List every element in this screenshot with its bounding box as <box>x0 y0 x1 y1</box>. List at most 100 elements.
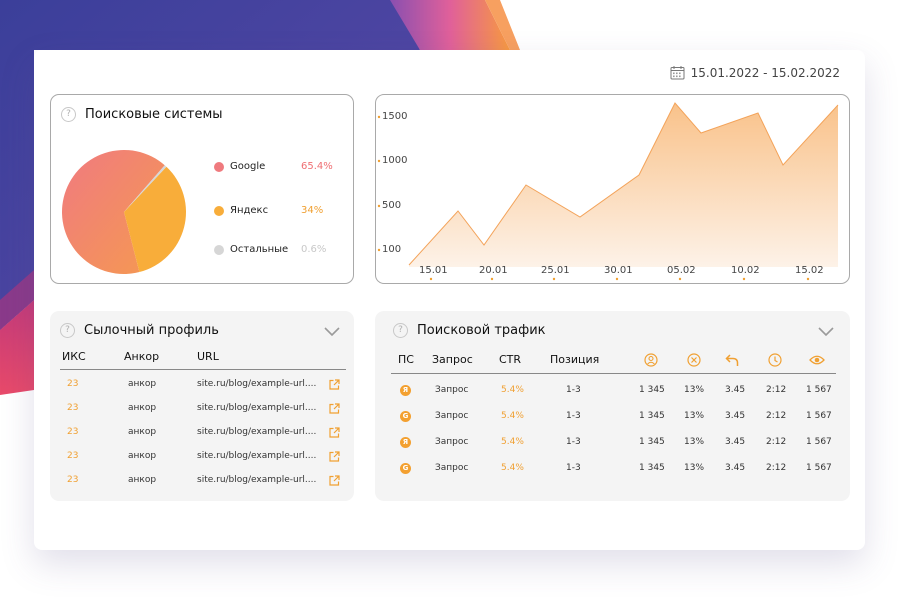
search-engines-pie <box>61 149 187 274</box>
external-link-icon[interactable] <box>329 379 340 390</box>
views-value: 1 567 <box>806 463 832 473</box>
user-icon[interactable] <box>644 353 658 367</box>
query-value: Запрос <box>435 437 469 447</box>
x-tick-label: 30.01 <box>604 265 633 276</box>
yandex-icon: Я <box>400 437 411 448</box>
iks-value: 23 <box>67 379 79 389</box>
chevron-down-icon[interactable] <box>818 327 834 337</box>
x-tick-dot <box>552 277 556 281</box>
help-icon[interactable]: ? <box>393 323 408 338</box>
clock-icon[interactable] <box>768 353 782 367</box>
y-tick-dot <box>377 204 381 208</box>
x-tick-label: 05.02 <box>667 265 696 276</box>
eye-icon[interactable] <box>809 354 825 366</box>
visitors-value: 1 345 <box>639 437 665 447</box>
ctr-value: 5.4% <box>501 385 524 395</box>
search-engines-title-row: ? Поисковые системы <box>61 107 223 122</box>
anchor-value: анкор <box>128 475 157 485</box>
external-link-icon[interactable] <box>329 475 340 486</box>
legend-dot <box>214 244 224 255</box>
column-header[interactable]: URL <box>197 350 219 363</box>
url-value[interactable]: site.ru/blog/example-url.... <box>197 379 317 389</box>
y-tick-label: 1000 <box>382 155 408 166</box>
column-header[interactable]: ИКС <box>62 350 86 363</box>
calendar-icon <box>670 66 685 80</box>
column-header[interactable]: Запрос <box>432 353 473 366</box>
iks-value: 23 <box>67 427 79 437</box>
x-tick-label: 20.01 <box>479 265 508 276</box>
search-traffic-panel: ? Поисковой трафик ПС Запрос CTR Позиция <box>375 311 850 501</box>
depth-value: 3.45 <box>725 437 746 447</box>
column-header[interactable]: Позиция <box>550 353 600 366</box>
date-range[interactable]: 15.01.2022 - 15.02.2022 <box>670 65 840 80</box>
pie-slice-other[interactable] <box>124 165 167 212</box>
pie-slice-yandex[interactable] <box>124 166 187 273</box>
pie-slice-google[interactable] <box>61 149 165 274</box>
visitors-value: 1 345 <box>639 463 665 473</box>
external-link-icon[interactable] <box>329 451 340 462</box>
position-value: 1-3 <box>566 463 581 473</box>
position-value: 1-3 <box>566 411 581 421</box>
url-value[interactable]: site.ru/blog/example-url.... <box>197 403 317 413</box>
y-tick-label: 100 <box>382 244 402 255</box>
legend-google: Google 65.4% <box>214 161 333 172</box>
query-value: Запрос <box>435 463 469 473</box>
panel-title: Сылочный профиль <box>84 323 219 338</box>
url-value[interactable]: site.ru/blog/example-url.... <box>197 427 317 437</box>
traffic-chart-panel: 1500 1000 500 100 15.01 20.01 25.01 30.0… <box>375 94 850 284</box>
x-tick-label: 15.01 <box>419 265 448 276</box>
ctr-value: 5.4% <box>501 437 524 447</box>
legend-label: Остальные <box>230 244 289 255</box>
time-value: 2:12 <box>766 463 787 473</box>
depth-value: 3.45 <box>725 411 746 421</box>
bounce-value: 13% <box>684 385 705 395</box>
legend-yandex: Яндекс 34% <box>214 205 323 216</box>
external-link-icon[interactable] <box>329 427 340 438</box>
iks-value: 23 <box>67 403 79 413</box>
bounce-value: 13% <box>684 463 705 473</box>
column-header[interactable]: CTR <box>499 353 522 366</box>
x-tick-dot <box>615 277 619 281</box>
y-tick-label: 1500 <box>382 111 408 122</box>
bounce-x-icon[interactable] <box>687 353 701 367</box>
help-icon[interactable]: ? <box>60 323 75 338</box>
time-value: 2:12 <box>766 437 787 447</box>
legend-pct: 34% <box>301 205 324 216</box>
anchor-value: анкор <box>128 427 157 437</box>
legend-pct: 65.4% <box>301 161 333 172</box>
column-header[interactable]: Анкор <box>124 350 160 363</box>
area-fill <box>409 103 838 267</box>
url-value[interactable]: site.ru/blog/example-url.... <box>197 475 317 485</box>
ctr-value: 5.4% <box>501 411 524 421</box>
legend-dot <box>214 205 224 216</box>
y-tick-label: 500 <box>382 200 402 211</box>
y-tick-dot <box>377 159 381 163</box>
y-tick-dot <box>377 248 381 252</box>
column-header[interactable]: ПС <box>398 353 414 366</box>
external-link-icon[interactable] <box>329 403 340 414</box>
help-icon[interactable]: ? <box>61 107 76 122</box>
link-profile-panel: ? Сылочный профиль ИКС Анкор URL 23 анкор… <box>50 311 354 501</box>
search-traffic-title-row: ? Поисковой трафик <box>393 323 546 338</box>
anchor-value: анкор <box>128 403 157 413</box>
x-tick-dot <box>742 277 746 281</box>
x-tick-dot <box>429 277 433 281</box>
iks-value: 23 <box>67 451 79 461</box>
chevron-down-icon[interactable] <box>324 327 340 337</box>
traffic-area-chart <box>377 102 839 281</box>
iks-value: 23 <box>67 475 79 485</box>
divider <box>60 369 346 370</box>
query-value: Запрос <box>435 411 469 421</box>
url-value[interactable]: site.ru/blog/example-url.... <box>197 451 317 461</box>
time-value: 2:12 <box>766 411 787 421</box>
yandex-icon: Я <box>400 385 411 396</box>
search-engines-panel: ? Поисковые системы Google 65.4% Яндекс … <box>50 94 354 284</box>
visitors-value: 1 345 <box>639 411 665 421</box>
legend-label: Google <box>230 161 266 172</box>
date-range-text: 15.01.2022 - 15.02.2022 <box>690 65 840 80</box>
x-tick-dot <box>678 277 682 281</box>
return-arrow-icon[interactable] <box>725 353 739 367</box>
time-value: 2:12 <box>766 385 787 395</box>
position-value: 1-3 <box>566 385 581 395</box>
